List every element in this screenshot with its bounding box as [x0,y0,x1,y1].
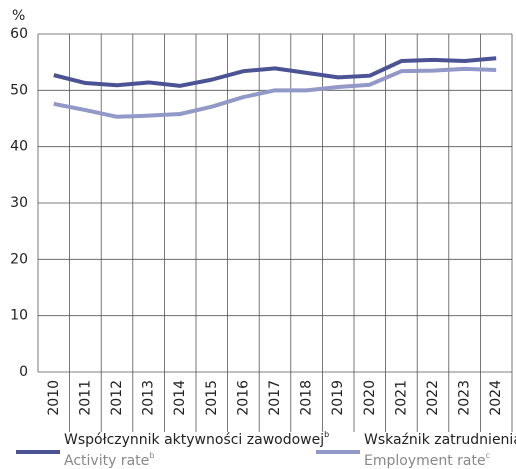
x-tick-label: 2023 [457,380,473,416]
legend-note-en: b [149,451,154,460]
x-tick-label: 2015 [204,380,220,416]
legend-note: b [324,430,329,439]
x-tick-label: 2012 [109,380,125,416]
legend-note-en: c [486,451,490,460]
y-tick-label: 50 [10,82,28,98]
x-tick-label: 2013 [141,380,157,416]
x-tick-label: 2018 [299,380,315,416]
x-tick-label: 2019 [330,380,346,416]
legend-name-en: Employment rate [364,453,486,469]
legend-name: Wskaźnik zatrudnienia [364,432,516,448]
y-tick-label: 30 [10,195,28,211]
x-tick-label: 2021 [393,380,409,416]
legend-label: Wskaźnik zatrudnieniac [364,430,516,449]
legend-name: Współczynnik aktywności zawodowej [64,432,324,448]
y-tick-label: 0 [19,364,28,380]
x-tick-label: 2024 [488,380,504,416]
y-unit: % [12,8,25,24]
x-tick-label: 2016 [235,380,251,416]
y-tick-label: 10 [10,308,28,324]
y-tick-label: 40 [10,139,28,155]
legend-label-en: Employment ratec [364,451,490,469]
x-tick-label: 2014 [172,380,188,416]
legend-label-en: Activity rateb [64,451,154,469]
series-line [53,66,497,119]
x-tick-label: 2011 [77,380,93,416]
legend-label: Współczynnik aktywności zawodowejb [64,430,329,449]
x-tick-label: 2022 [425,380,441,416]
x-tick-label: 2017 [267,380,283,416]
series-line [53,56,497,88]
y-tick-label: 60 [10,26,28,42]
legend-name-en: Activity rate [64,453,149,469]
x-tick-label: 2020 [362,380,378,416]
y-tick-label: 20 [10,251,28,267]
x-tick-label: 2010 [46,380,62,416]
